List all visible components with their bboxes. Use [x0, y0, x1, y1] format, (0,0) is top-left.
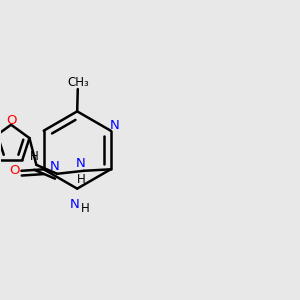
Text: N: N: [49, 160, 59, 173]
Text: H: H: [81, 202, 90, 215]
Text: O: O: [10, 164, 20, 177]
Text: CH₃: CH₃: [67, 76, 89, 89]
Text: N: N: [109, 119, 119, 132]
Text: H: H: [30, 150, 38, 163]
Text: N: N: [70, 199, 80, 212]
Text: N: N: [76, 157, 86, 170]
Text: H: H: [76, 173, 85, 186]
Text: O: O: [6, 114, 16, 127]
